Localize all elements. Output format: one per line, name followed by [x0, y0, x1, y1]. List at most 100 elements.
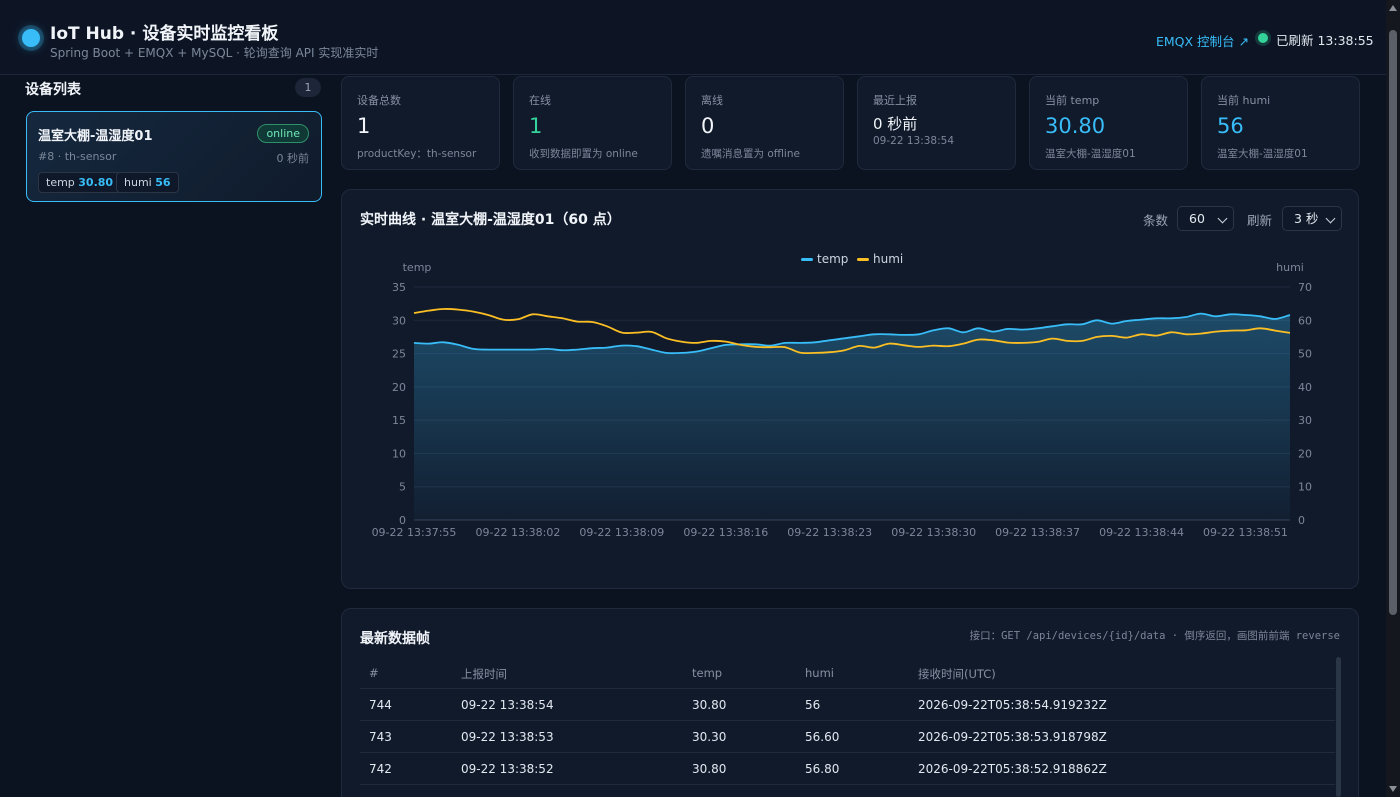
- stat-label: 当前 humi: [1217, 94, 1271, 107]
- y-right-tick-label: 10: [1298, 481, 1312, 494]
- refresh-select-value: 3 秒: [1294, 211, 1319, 226]
- device-status-badge: online: [257, 124, 309, 143]
- chart-area: [414, 313, 1290, 520]
- device-list-title: 设备列表: [25, 82, 81, 98]
- y-left-tick-label: 30: [392, 314, 406, 327]
- y-right-tick-label: 0: [1298, 514, 1305, 527]
- stat-card-online: 在线 1 收到数据即置为 online: [513, 76, 672, 170]
- cell-time: 09-22 13:38:54: [461, 698, 554, 712]
- latest-data-panel: 最新数据帧 接口：GET /api/devices/{id}/data · 倒序…: [341, 608, 1359, 797]
- x-tick-label: 09-22 13:38:09: [579, 526, 664, 539]
- scroll-up-icon[interactable]: [1389, 5, 1397, 11]
- count-select-value: 60: [1189, 211, 1205, 226]
- chart-lines: [413, 308, 1291, 355]
- stat-sub: 09-22 13:38:54: [873, 135, 955, 147]
- y-left-tick-label: 20: [392, 381, 406, 394]
- column-header-received: 接收时间(UTC): [918, 667, 996, 681]
- chart-legend: temp humi: [801, 252, 903, 266]
- emqx-console-link[interactable]: EMQX 控制台 ↗: [1156, 34, 1250, 49]
- y-axis-right-label: humi: [1276, 261, 1304, 274]
- stat-sub: productKey：th-sensor: [357, 148, 477, 160]
- cell-humi: 56.80: [805, 762, 840, 776]
- x-tick-label: 09-22 13:38:23: [787, 526, 872, 539]
- legend-label-humi: humi: [873, 252, 903, 266]
- y-left-tick-label: 5: [399, 481, 406, 494]
- refresh-select[interactable]: 3 秒: [1282, 206, 1342, 231]
- stat-value: 0: [701, 114, 715, 138]
- device-name: 温室大棚-温湿度01: [38, 129, 153, 144]
- scroll-thumb[interactable]: [1389, 30, 1397, 615]
- device-card[interactable]: 温室大棚-温湿度01 online #8 · th-sensor 0 秒前 te…: [26, 111, 322, 202]
- legend-label-temp: temp: [817, 252, 848, 266]
- x-tick-label: 09-22 13:38:30: [891, 526, 976, 539]
- y-right-tick-label: 70: [1298, 281, 1312, 294]
- x-tick-label: 09-22 13:37:55: [372, 526, 457, 539]
- tag-key: temp: [46, 176, 75, 189]
- cell-humi: 56: [805, 698, 821, 712]
- stat-value: 30.80: [1045, 114, 1106, 138]
- app-title: IoT Hub · 设备实时监控看板: [50, 24, 279, 44]
- stat-value: 0 秒前: [873, 115, 918, 133]
- refresh-label: 刷新: [1247, 213, 1273, 228]
- y-right-tick-label: 60: [1298, 314, 1312, 327]
- x-tick-label: 09-22 13:38:44: [1099, 526, 1184, 539]
- stat-sub: 温室大棚-温湿度01: [1217, 148, 1308, 160]
- cell-time: 09-22 13:38:52: [461, 762, 554, 776]
- column-header-humi: humi: [805, 666, 834, 680]
- table-scrollbar[interactable]: [1336, 657, 1341, 797]
- refresh-indicator-icon: [1258, 33, 1268, 43]
- y-right-tick-label: 20: [1298, 447, 1312, 460]
- stat-card-offline: 离线 0 遗嘱消息置为 offline: [685, 76, 844, 170]
- page-scrollbar[interactable]: [1386, 0, 1400, 797]
- cell-received: 2026-09-22T05:38:53.918798Z: [918, 730, 1107, 744]
- table-row: 742 09-22 13:38:52 30.80 56.80 2026-09-2…: [360, 752, 1335, 784]
- y-right-tick-label: 50: [1298, 348, 1312, 361]
- y-left-tick-label: 25: [392, 348, 406, 361]
- stat-value: 1: [529, 114, 543, 138]
- stat-card-last-report: 最近上报 0 秒前 09-22 13:38:54: [857, 76, 1016, 170]
- cell-received: 2026-09-22T05:38:54.919232Z: [918, 698, 1107, 712]
- stat-label: 最近上报: [873, 94, 917, 107]
- stat-sub: 遗嘱消息置为 offline: [701, 148, 800, 160]
- cell-received: 2026-09-22T05:38:52.918862Z: [918, 762, 1107, 776]
- stat-label: 当前 temp: [1045, 94, 1100, 107]
- legend-swatch-humi: [857, 258, 869, 261]
- count-select[interactable]: 60: [1177, 206, 1234, 231]
- x-tick-label: 09-22 13:38:51: [1203, 526, 1288, 539]
- y-left-tick-label: 15: [392, 414, 406, 427]
- stat-value: 56: [1217, 114, 1244, 138]
- device-meta: #8 · th-sensor: [38, 150, 117, 163]
- status-dot-icon: [22, 29, 40, 47]
- api-note: 接口：GET /api/devices/{id}/data · 倒序返回，画图前…: [969, 630, 1340, 642]
- tag-key: humi: [124, 176, 152, 189]
- line-chart: temp humi 0 5 10 15 20 25 30 35 0 10 20 30 40 50 60 70 0…: [372, 252, 1312, 539]
- tag-value: 56: [155, 176, 171, 189]
- cell-temp: 30.30: [692, 730, 727, 744]
- stat-sub: 收到数据即置为 online: [529, 148, 638, 160]
- y-axis-left-label: temp: [403, 261, 432, 274]
- y-left-tick-label: 35: [392, 281, 406, 294]
- chart-title: 实时曲线 · 温室大棚-温湿度01（60 点）: [360, 212, 621, 228]
- stat-label: 设备总数: [357, 94, 401, 107]
- tag-value: 30.80: [78, 176, 114, 189]
- stat-card-humi: 当前 humi 56 温室大棚-温湿度01: [1201, 76, 1360, 170]
- device-last-seen: 0 秒前: [276, 152, 310, 165]
- count-label: 条数: [1143, 213, 1169, 228]
- device-count-badge: 1: [295, 78, 321, 97]
- table-row: 744 09-22 13:38:54 30.80 56 2026-09-22T0…: [360, 688, 1335, 720]
- cell-id: 743: [369, 730, 392, 744]
- table-row-divider: [360, 784, 1335, 797]
- app-header: IoT Hub · 设备实时监控看板 Spring Boot + EMQX + …: [0, 0, 1386, 75]
- cell-temp: 30.80: [692, 762, 727, 776]
- stat-label: 在线: [529, 94, 551, 107]
- chevron-down-icon: [1325, 213, 1336, 224]
- cell-time: 09-22 13:38:53: [461, 730, 554, 744]
- stat-value: 1: [357, 114, 371, 138]
- y-left-tick-label: 10: [392, 447, 406, 460]
- x-tick-label: 09-22 13:38:37: [995, 526, 1080, 539]
- x-tick-label: 09-22 13:38:02: [475, 526, 560, 539]
- cell-id: 744: [369, 698, 392, 712]
- scroll-down-icon[interactable]: [1389, 786, 1397, 792]
- column-header-time: 上报时间: [461, 667, 507, 681]
- device-tag-humi: humi 56: [116, 172, 179, 193]
